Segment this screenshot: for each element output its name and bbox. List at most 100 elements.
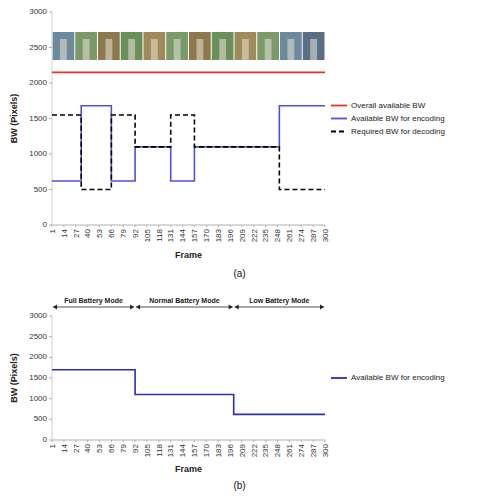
x-tick-label: 274 xyxy=(297,228,306,242)
x-tick-label: 40 xyxy=(83,228,92,237)
x-tick xyxy=(158,225,159,227)
plot-area xyxy=(52,370,325,415)
y-axis-title: BW (Pixels) xyxy=(9,94,19,144)
y-tick xyxy=(49,154,52,155)
video-thumbnail xyxy=(303,32,325,60)
x-tick-label: 170 xyxy=(202,443,211,457)
x-tick xyxy=(325,440,326,442)
x-tick xyxy=(111,225,112,227)
x-tick xyxy=(158,440,159,442)
x-tick xyxy=(265,440,266,442)
x-tick xyxy=(313,440,314,442)
arrow-head xyxy=(130,305,134,310)
x-tick xyxy=(206,225,207,227)
x-tick-label: 261 xyxy=(285,228,294,242)
x-tick xyxy=(313,225,314,227)
x-tick xyxy=(170,440,171,442)
x-tick xyxy=(146,225,147,227)
y-tick xyxy=(49,357,52,358)
video-thumbnail xyxy=(166,32,188,60)
x-tick-label: 131 xyxy=(166,228,175,242)
x-tick xyxy=(135,225,136,227)
y-tick xyxy=(49,83,52,84)
y-tick-label: 2000 xyxy=(29,78,47,87)
x-tick xyxy=(87,225,88,227)
x-tick xyxy=(218,225,219,227)
legend-label: Available BW for encoding xyxy=(351,373,445,382)
x-axis-title: Frame xyxy=(175,464,202,474)
x-tick xyxy=(170,225,171,227)
x-tick xyxy=(277,440,278,442)
x-tick-label: 53 xyxy=(95,443,104,452)
x-tick xyxy=(194,225,195,227)
y-tick xyxy=(49,378,52,379)
x-tick-label: 196 xyxy=(226,228,235,242)
x-tick-label: 14 xyxy=(60,443,69,452)
video-thumbnail xyxy=(235,32,257,60)
x-tick-label: 274 xyxy=(297,443,306,457)
mode-label: Low Battery Mode xyxy=(249,297,309,305)
x-tick xyxy=(265,225,266,227)
x-tick xyxy=(301,440,302,442)
mode-arrow xyxy=(136,307,233,308)
chart: 0500100015002000250030001142740536679921… xyxy=(9,297,445,491)
video-thumbnail-figure xyxy=(83,39,90,60)
x-tick-label: 300 xyxy=(321,443,330,457)
y-tick xyxy=(49,118,52,119)
x-tick-label: 66 xyxy=(107,228,116,237)
x-tick-label: 105 xyxy=(143,443,152,457)
video-thumbnail-figure xyxy=(310,39,317,60)
x-tick-label: 92 xyxy=(131,443,140,452)
legend-label: Overall available BW xyxy=(351,101,426,110)
video-thumbnail-figure xyxy=(219,39,226,60)
x-tick xyxy=(325,225,326,227)
y-tick xyxy=(49,12,52,13)
y-tick-label: 2000 xyxy=(29,352,47,361)
x-tick-label: 118 xyxy=(155,228,164,241)
x-tick xyxy=(52,225,53,227)
x-tick xyxy=(241,440,242,442)
x-tick xyxy=(52,440,53,442)
video-thumbnail-figure xyxy=(105,39,112,60)
video-thumbnail-figure xyxy=(174,39,181,60)
video-thumbnail xyxy=(189,32,211,60)
y-tick-label: 3000 xyxy=(29,7,47,16)
x-tick xyxy=(63,440,64,442)
x-tick xyxy=(182,225,183,227)
mode-label: Full Battery Mode xyxy=(64,297,123,305)
x-tick-label: 170 xyxy=(202,228,211,242)
x-tick-label: 248 xyxy=(273,443,282,457)
legend: Available BW for encoding xyxy=(331,373,445,382)
video-thumbnail xyxy=(212,32,234,60)
x-tick xyxy=(218,440,219,442)
x-tick-label: 79 xyxy=(119,228,128,237)
x-tick xyxy=(123,440,124,442)
arrow-head xyxy=(53,305,57,310)
x-tick-label: 235 xyxy=(261,443,270,457)
arrow-head xyxy=(235,305,239,310)
x-tick xyxy=(99,225,100,227)
x-tick-label: 209 xyxy=(238,228,247,242)
plot-area xyxy=(52,72,325,189)
x-tick-label: 196 xyxy=(226,443,235,457)
chart: 0500100015002000250030001142740536679921… xyxy=(9,7,445,279)
x-tick-label: 287 xyxy=(309,228,318,242)
x-tick-label: 1 xyxy=(48,443,57,448)
series-line xyxy=(52,72,325,74)
y-tick-label: 2500 xyxy=(29,43,47,52)
x-tick xyxy=(253,440,254,442)
x-tick-label: 287 xyxy=(309,443,318,457)
x-tick xyxy=(63,225,64,227)
x-tick-label: 53 xyxy=(95,228,104,237)
x-tick-label: 27 xyxy=(72,443,81,452)
x-tick-label: 40 xyxy=(83,443,92,452)
x-tick xyxy=(123,225,124,227)
x-tick-label: 79 xyxy=(119,443,128,452)
x-tick-label: 105 xyxy=(143,228,152,242)
x-tick-label: 14 xyxy=(60,228,69,237)
y-tick-label: 1000 xyxy=(29,394,47,403)
figure: 0500100015002000250030001142740536679921… xyxy=(0,0,479,496)
x-tick-label: 222 xyxy=(250,443,259,457)
mode-label: Normal Battery Mode xyxy=(149,297,220,305)
x-tick xyxy=(301,225,302,227)
